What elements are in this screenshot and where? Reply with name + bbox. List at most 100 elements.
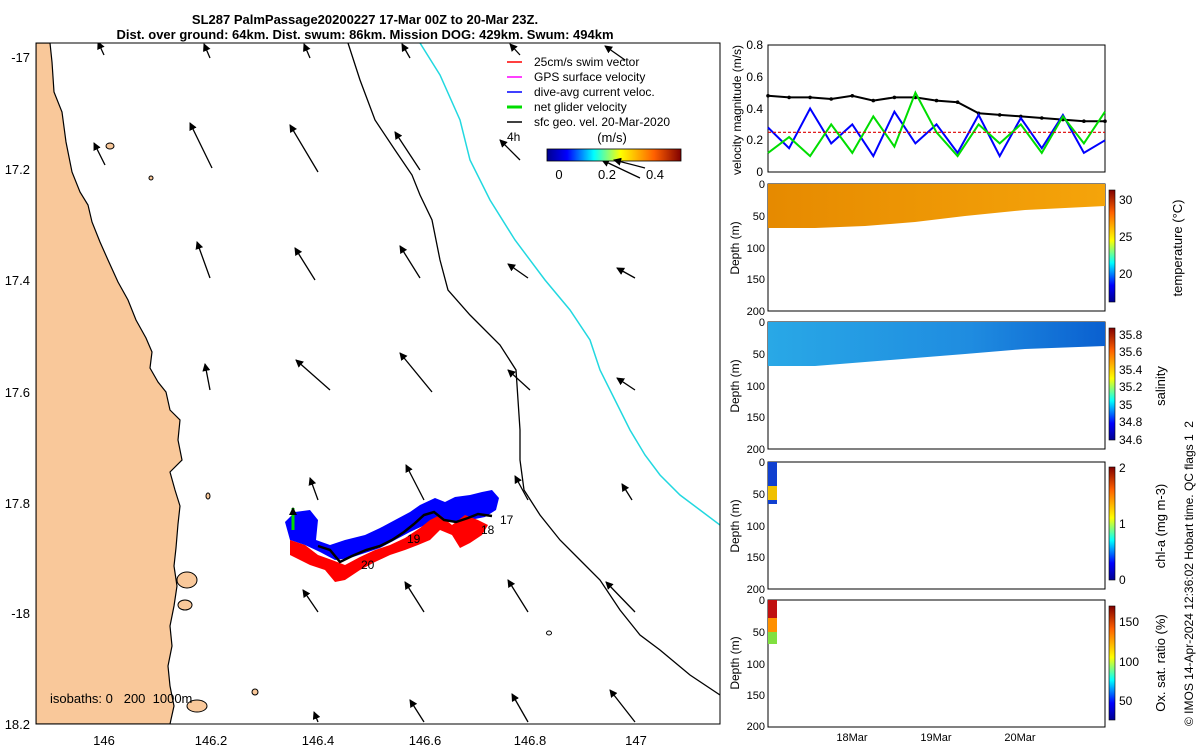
depth-tick: 150 <box>747 552 765 564</box>
series-point-sfc-geo <box>955 100 960 104</box>
time-tick: 18Mar <box>836 732 868 744</box>
cbar-tick: 20 <box>1119 267 1133 281</box>
time-ticks: 18Mar 19Mar 20Mar <box>836 732 1036 744</box>
y-tick: 17.6 <box>5 385 30 400</box>
chla-panel: 0 1 2 chl-a (mg m-3) <box>767 461 1168 590</box>
depth-ticks: 0 50 100 150 200 0 50 100 150 200 0 50 1… <box>747 179 765 733</box>
temperature-label: temperature (°C) <box>1170 200 1185 297</box>
cbar-tick: 0 <box>1119 573 1126 587</box>
cbar-tick: 34.6 <box>1119 433 1143 447</box>
salinity-panel: 34.6 34.8 35 35.2 35.4 35.6 35.8 salinit… <box>767 321 1168 450</box>
map-y-ticks: -17 17.2 17.4 17.6 17.8 -18 18.2 <box>5 50 30 732</box>
depth-tick: 200 <box>747 306 765 318</box>
oxygen-label: Ox. sat. ratio (%) <box>1153 614 1168 712</box>
side-panels: 0 0.2 0.4 0.6 0.8 velocity magnitude (m/… <box>728 38 1196 744</box>
time-tick: 19Mar <box>920 732 952 744</box>
depth-labels: Depth (m) Depth (m) Depth (m) Depth (m) <box>728 221 742 689</box>
legend-timestep: 4h <box>507 130 520 144</box>
depth-tick: 200 <box>747 444 765 456</box>
cbar-tick: 100 <box>1119 655 1139 669</box>
temperature-colorbar-ticks: 20 25 30 <box>1119 193 1133 281</box>
swim-vectors <box>290 515 488 582</box>
x-tick: 146.4 <box>302 733 335 748</box>
oxygen-profile-top <box>768 600 777 618</box>
temperature-section <box>768 184 1105 228</box>
track-label-20: 20 <box>361 558 375 572</box>
time-tick: 20Mar <box>1004 732 1036 744</box>
salinity-label: salinity <box>1153 366 1168 406</box>
colorbar-tick: 0 <box>555 167 562 182</box>
track-label-19: 19 <box>407 532 421 546</box>
oxygen-frame <box>767 599 1106 728</box>
isobaths-label: isobaths: 0 200 1000m <box>50 691 192 706</box>
isobath-1000m <box>419 43 720 526</box>
x-tick: 147 <box>625 733 647 748</box>
legend-label: net glider velocity <box>534 100 627 114</box>
title-line-1: SL287 PalmPassage20200227 17-Mar 00Z to … <box>191 12 539 27</box>
depth-tick: 150 <box>747 412 765 424</box>
depth-tick: 50 <box>753 627 765 639</box>
y-tick: 17.2 <box>5 162 30 177</box>
depth-tick: 50 <box>753 349 765 361</box>
oxygen-profile-mid <box>768 618 777 632</box>
series-point-sfc-geo <box>829 97 833 101</box>
depth-tick: 200 <box>747 584 765 596</box>
y-tick: 0.6 <box>746 70 763 84</box>
depth-label: Depth (m) <box>728 499 742 552</box>
colorbar-title: (m/s) <box>597 130 627 145</box>
velocity-series <box>766 90 1107 159</box>
y-tick: 18.2 <box>5 717 30 732</box>
isobath-200m <box>347 43 720 696</box>
chart-title: SL287 PalmPassage20200227 17-Mar 00Z to … <box>0 12 730 42</box>
chla-colorbar-ticks: 0 1 2 <box>1119 461 1126 587</box>
map-panel: 17 18 19 20 146 146.2 146.4 146.6 146.8 … <box>5 42 721 748</box>
series-point-sfc-geo <box>934 98 939 103</box>
legend-label: dive-avg current veloc. <box>534 85 655 99</box>
velocity-frame <box>767 44 1106 173</box>
x-tick: 146.6 <box>409 733 442 748</box>
y-tick: -18 <box>11 606 30 621</box>
colorbar <box>546 148 682 162</box>
depth-tick: 150 <box>747 690 765 702</box>
map-legend: 25cm/s swim vector GPS surface velocity … <box>507 55 682 182</box>
map-x-ticks: 146 146.2 146.4 146.6 146.8 147 <box>93 733 647 748</box>
depth-tick: 100 <box>747 521 765 533</box>
y-tick: 0.4 <box>746 102 763 116</box>
depth-tick: 150 <box>747 274 765 286</box>
island <box>205 492 211 500</box>
island <box>251 688 259 696</box>
velocity-ylabel: velocity magnitude (m/s) <box>730 45 744 175</box>
salinity-section <box>768 322 1105 366</box>
velocity-y-ticks: 0 0.2 0.4 0.6 0.8 <box>746 38 763 179</box>
island <box>105 142 115 150</box>
depth-tick: 0 <box>759 457 765 469</box>
y-tick: 17.8 <box>5 496 30 511</box>
series-point-sfc-geo <box>997 113 1002 117</box>
oxygen-colorbar <box>1108 605 1116 721</box>
depth-tick: 100 <box>747 659 765 671</box>
depth-tick: 50 <box>753 211 765 223</box>
x-tick: 146.8 <box>514 733 547 748</box>
series-point-sfc-geo <box>871 98 876 103</box>
y-tick: 0.8 <box>746 38 763 52</box>
legend-label: 25cm/s swim vector <box>534 55 639 69</box>
footer-note: © IMOS 14-Apr-2024 12:36:02 Hobart time.… <box>1182 421 1196 726</box>
depth-label: Depth (m) <box>728 359 742 412</box>
track-label-18: 18 <box>481 523 495 537</box>
legend-label: sfc geo. vel. 20-Mar-2020 <box>534 115 670 129</box>
temperature-panel: 20 25 30 temperature (°C) <box>767 183 1185 312</box>
temperature-colorbar <box>1108 189 1116 303</box>
glider-track <box>317 510 493 564</box>
cbar-tick: 34.8 <box>1119 415 1143 429</box>
series-point-sfc-geo <box>1040 116 1044 120</box>
cbar-tick: 35.6 <box>1119 345 1143 359</box>
y-tick: 17.4 <box>5 273 30 288</box>
cbar-tick: 35 <box>1119 398 1133 412</box>
salinity-colorbar <box>1108 327 1116 441</box>
island <box>176 571 198 589</box>
depth-tick: 0 <box>759 179 765 191</box>
y-tick: 0.2 <box>746 133 763 147</box>
series-point-sfc-geo <box>1082 119 1086 123</box>
track-label-17: 17 <box>500 513 514 527</box>
cbar-tick: 50 <box>1119 694 1133 708</box>
